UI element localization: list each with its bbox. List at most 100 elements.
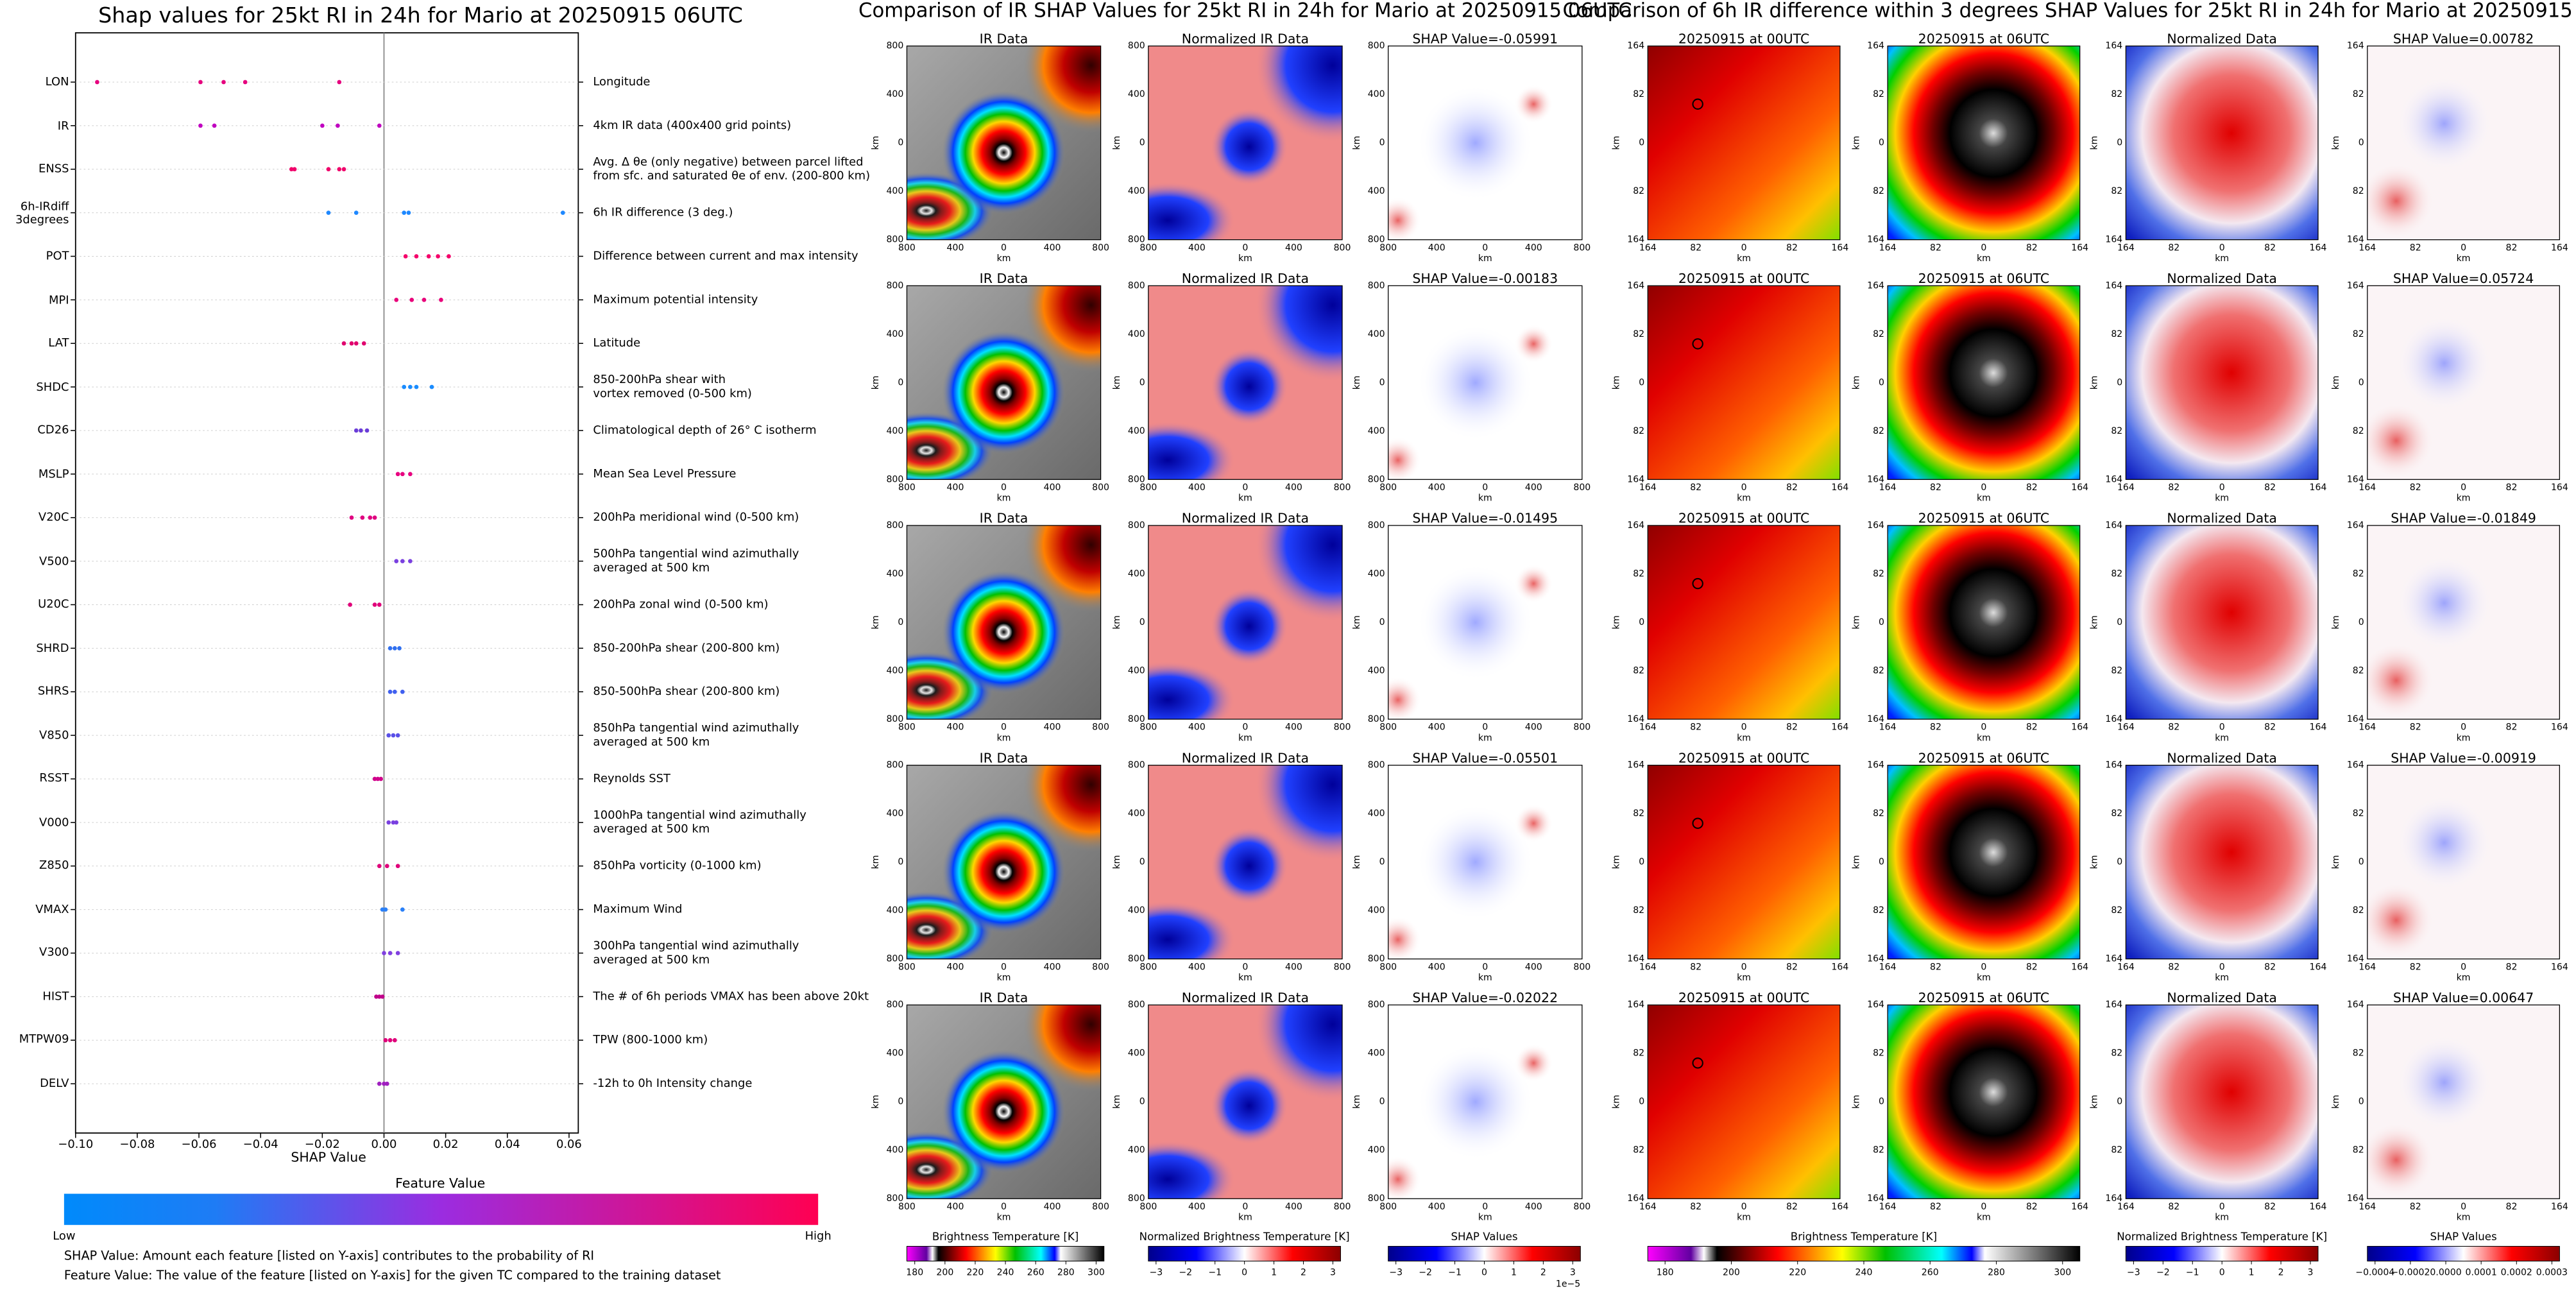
y-label-box: V500 xyxy=(39,554,69,567)
x-tick-label: 82 xyxy=(1690,243,1702,253)
point xyxy=(243,80,248,85)
point xyxy=(364,428,370,433)
y-tick-label: 800 xyxy=(1368,714,1385,724)
x-tick-label: 800 xyxy=(1334,1202,1351,1212)
point xyxy=(395,951,400,955)
y-tick-label: 82 xyxy=(2353,905,2364,916)
y-tick-label: 0 xyxy=(1879,857,1884,867)
y-axis-label: km xyxy=(2331,375,2341,389)
colorbar xyxy=(2125,1245,2319,1262)
point xyxy=(388,689,393,694)
y-tick-label: 164 xyxy=(2347,474,2364,484)
x-axis-label: km xyxy=(997,973,1011,983)
panel-frame xyxy=(1647,1004,1841,1199)
y-tick-label: 800 xyxy=(886,235,903,245)
panel-frame xyxy=(2367,525,2561,720)
feature-description: 500hPa tangential wind azimuthally xyxy=(593,547,799,561)
image-panel xyxy=(1888,286,2080,480)
colorbar-tick-label: 260 xyxy=(1922,1267,1939,1277)
feature-description: 200hPa meridional wind (0-500 km) xyxy=(593,511,799,524)
y-axis-label: km xyxy=(1612,375,1622,389)
panel-title: Normalized IR Data xyxy=(1182,750,1309,765)
y-tick-label: 800 xyxy=(1368,520,1385,531)
feature-description: Avg. Δ θe (only negative) between parcel… xyxy=(593,155,863,169)
image-panel xyxy=(1148,286,1342,480)
y-tick-label: 0 xyxy=(1379,138,1385,148)
y-axis-label: km xyxy=(1112,615,1122,629)
colorbar-tick-label: 220 xyxy=(967,1267,984,1277)
x-tick-label: 800 xyxy=(1379,962,1397,972)
y-tick-label: 800 xyxy=(886,1000,903,1010)
feature-description: 1000hPa tangential wind azimuthally xyxy=(593,808,806,822)
x-tick-label: 800 xyxy=(898,243,916,253)
y-tick-label: 0 xyxy=(1639,138,1644,148)
image-fill xyxy=(1888,46,2080,240)
point xyxy=(400,559,405,563)
x-tick-label: 164 xyxy=(2358,962,2376,972)
panel-frame xyxy=(1887,46,2081,241)
y-tick-label: 164 xyxy=(1627,41,1644,51)
colorbar-tick-label: 240 xyxy=(1855,1267,1873,1277)
colorbar xyxy=(906,1245,1105,1262)
panel-frame xyxy=(1388,764,1583,960)
image-fill xyxy=(1648,765,1840,959)
image-fill xyxy=(1388,1156,1422,1199)
y-tick-label: 400 xyxy=(886,808,903,819)
y-tick-label: 164 xyxy=(2105,474,2122,484)
x-tick-label: 400 xyxy=(1188,482,1206,493)
image-panel xyxy=(1648,525,1840,719)
colorbar-tick-label: 2 xyxy=(1301,1267,1306,1277)
image-fill xyxy=(1514,85,1553,124)
y-tick-label: 164 xyxy=(1867,280,1884,291)
panel-title: 20250915 at 06UTC xyxy=(1918,990,2049,1005)
y-tick-label: 0 xyxy=(898,1097,903,1107)
x-axis-label: km xyxy=(1977,253,1991,264)
point xyxy=(292,167,297,172)
y-label-box: MPI xyxy=(49,293,69,306)
x-tick-label: 164 xyxy=(2310,243,2327,253)
x-tick-label: 0 xyxy=(1482,243,1488,253)
y-tick-label: LAT xyxy=(48,336,69,350)
panel-frame xyxy=(1647,285,1841,480)
point xyxy=(354,341,359,346)
y-tick-label: 164 xyxy=(1627,760,1644,771)
image-panel xyxy=(1648,765,1840,959)
y-tick-label: 800 xyxy=(886,41,903,51)
y-tick-label: 164 xyxy=(1867,714,1884,724)
x-axis-label: km xyxy=(1737,1213,1751,1223)
x-axis-label: km xyxy=(1737,733,1751,743)
x-tick-label: 164 xyxy=(2117,243,2135,253)
image-panel xyxy=(1388,1005,1582,1199)
x-tick-label: 400 xyxy=(1188,1202,1206,1212)
feature-description: Maximum potential intensity xyxy=(593,293,758,306)
point xyxy=(386,733,391,738)
y-tick-label: 800 xyxy=(1368,41,1385,51)
x-axis-label: km xyxy=(1737,253,1751,264)
x-axis-label: km xyxy=(2215,493,2229,504)
y-tick-label: 164 xyxy=(2347,280,2364,291)
point xyxy=(354,210,359,215)
y-label-box: VMAX xyxy=(35,903,69,916)
y-axis-label: km xyxy=(871,1095,881,1109)
x-tick-label: 164 xyxy=(2117,962,2135,972)
x-tick-label: 164 xyxy=(2551,1202,2568,1212)
y-tick-label: 400 xyxy=(1368,426,1385,436)
y-tick-label: 0 xyxy=(1379,1097,1385,1107)
x-tick-label: 82 xyxy=(2264,482,2276,493)
y-tick-label: Z850 xyxy=(39,859,69,873)
image-panel xyxy=(1388,46,1582,240)
y-tick-label: 82 xyxy=(1873,1145,1884,1156)
x-tick-label: 800 xyxy=(1092,962,1109,972)
y-tick-label: MTPW09 xyxy=(19,1033,69,1047)
y-axis-label: km xyxy=(871,136,881,150)
feature-description: Climatological depth of 26° C isotherm xyxy=(593,423,816,437)
image-fill xyxy=(1417,1043,1534,1160)
x-tick-label: 164 xyxy=(2071,962,2088,972)
point xyxy=(336,123,340,128)
image-fill xyxy=(1148,901,1236,959)
x-tick-label: 82 xyxy=(2410,962,2421,972)
image-fill xyxy=(2396,315,2493,411)
x-tick-label: 0 xyxy=(2219,722,2225,733)
point xyxy=(400,689,405,694)
y-tick-label: 0 xyxy=(898,617,903,627)
